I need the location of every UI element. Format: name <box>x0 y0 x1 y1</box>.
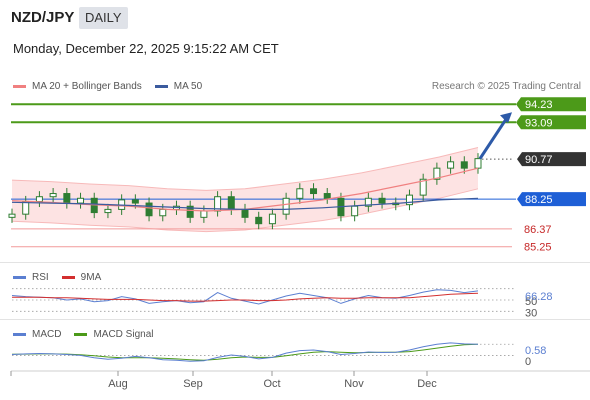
macd-tick-0: 0 <box>525 356 531 368</box>
candle-body <box>323 193 331 199</box>
bollinger-lower-line <box>11 188 479 233</box>
rsi-current-value: 66.28 <box>525 291 553 303</box>
panel-divider-rsi <box>0 319 590 320</box>
price-label-pivot: 88.25 <box>525 194 553 206</box>
candle-body <box>268 213 276 225</box>
legend-rsi-ma: 9MA <box>61 272 102 283</box>
rsi-tick-30: 30 <box>525 307 537 319</box>
panel-divider-price <box>0 262 590 263</box>
x-tick-label-oct: Oct <box>263 378 280 390</box>
legend-macd: MACD <box>13 329 61 340</box>
candle-body <box>145 202 153 217</box>
price-label-resistance: 94.23 <box>525 99 553 111</box>
ma50-line <box>11 197 479 210</box>
candle-body <box>63 193 71 204</box>
datetime-label: Monday, December 22, 2025 9:15:22 AM CET <box>13 41 279 56</box>
price-label-box-last <box>517 152 586 167</box>
candle-body <box>8 213 16 218</box>
legend-ma20: MA 20 + Bollinger Bands <box>13 81 142 92</box>
rsi-ma-swatch <box>61 276 75 279</box>
candle-body <box>227 196 235 210</box>
price-label-last: 90.77 <box>525 154 553 166</box>
candle-body <box>282 197 290 215</box>
ma50-label: MA 50 <box>173 81 203 92</box>
rsi-tick-50: 50 <box>525 296 537 308</box>
price-label-support: 85.25 <box>524 242 552 254</box>
candle-body <box>159 208 167 217</box>
candle-body <box>200 210 208 218</box>
candle-body <box>310 188 318 195</box>
candle-body <box>364 197 372 207</box>
price-label-box-resistance <box>516 115 586 130</box>
price-label-support: 86.37 <box>524 224 552 236</box>
price-label-resistance: 93.09 <box>525 117 553 129</box>
rsi-ma-legend-label: 9MA <box>80 272 102 283</box>
candle-body <box>351 205 359 217</box>
candle-body <box>186 205 194 218</box>
x-tick-label-aug: Aug <box>108 378 128 390</box>
candle-body <box>255 216 263 225</box>
candle-body <box>419 178 427 196</box>
rsi-legend: RSI 9MA <box>13 272 114 283</box>
rsi-swatch <box>13 276 26 279</box>
candle-body <box>405 194 413 206</box>
credit-label: Research © 2025 Trading Central <box>431 81 581 92</box>
rsi-legend-label: RSI <box>32 272 49 283</box>
ma50-swatch <box>154 85 168 88</box>
price-legend: MA 20 + Bollinger Bands MA 50 <box>13 81 215 92</box>
candle-body <box>49 193 57 198</box>
x-tick-label-nov: Nov <box>344 378 364 390</box>
macd-legend: MACD MACD Signal <box>13 329 166 340</box>
candle-body <box>378 197 386 204</box>
macd-current-value: 0.58 <box>525 345 546 357</box>
price-label-box-resistance <box>516 97 586 112</box>
legend-macd-signal: MACD Signal <box>74 329 153 340</box>
candle-body <box>104 208 112 214</box>
candle-body <box>131 199 139 204</box>
candle-body <box>241 208 249 218</box>
candle-body <box>77 197 85 204</box>
macd-line <box>11 342 479 362</box>
x-tick-label-dec: Dec <box>417 378 437 390</box>
candle-body <box>35 196 43 202</box>
macd-signal-swatch <box>74 333 88 336</box>
candle-body <box>22 200 30 215</box>
rsi-ma-line <box>12 292 479 302</box>
macd-signal-line <box>11 343 479 361</box>
candle-body <box>474 158 482 169</box>
bollinger-upper-line <box>11 147 479 191</box>
ma20-swatch <box>13 85 26 88</box>
candle-body <box>460 161 468 169</box>
rsi-line <box>11 289 479 305</box>
macd-legend-label: MACD <box>32 329 62 340</box>
price-label-box-pivot <box>517 192 586 207</box>
candle-body <box>447 161 455 169</box>
legend-rsi: RSI <box>13 272 49 283</box>
macd-signal-legend-label: MACD Signal <box>93 329 154 340</box>
projection-arrow-head <box>500 112 512 124</box>
macd-swatch <box>13 333 26 336</box>
projection-arrow <box>478 115 510 160</box>
ma20-label: MA 20 + Bollinger Bands <box>32 81 142 92</box>
candle-body <box>433 167 441 180</box>
timeframe-badge[interactable]: DAILY <box>79 7 128 29</box>
candle-body <box>296 188 304 199</box>
x-tick-label-sep: Sep <box>183 378 203 390</box>
legend-ma50: MA 50 <box>154 81 203 92</box>
currency-pair-title: NZD/JPY <box>11 9 75 26</box>
bollinger-band <box>12 147 478 232</box>
